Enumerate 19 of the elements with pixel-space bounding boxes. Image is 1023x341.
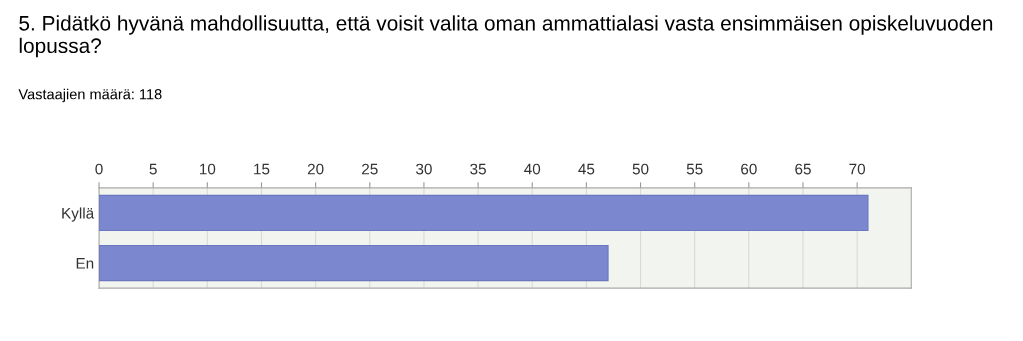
x-tick-label: 40	[524, 163, 541, 175]
x-tick-label: 30	[416, 163, 432, 175]
x-tick-label: 55	[686, 163, 703, 175]
x-tick-label: 5	[149, 163, 157, 175]
x-tick-label: 45	[578, 163, 595, 175]
x-tick-label: 65	[795, 163, 811, 175]
x-tick-label: 60	[741, 163, 757, 175]
x-tick-label: 70	[849, 163, 866, 175]
x-tick-label: 0	[95, 163, 103, 175]
y-tick-label: Kyllä	[62, 207, 95, 222]
x-tick-label: 10	[200, 163, 216, 175]
x-tick-label: 20	[307, 163, 324, 175]
chart-title: 5. Pidätkö hyvänä mahdollisuutta, että voisit valita oman ammattialasi vasta ensimmäisen opiskeluvuoden lopussa?	[19, 15, 993, 58]
chart-subtitle: Vastaajien määrä: 118	[18, 88, 162, 103]
x-tick-label: 15	[254, 163, 270, 175]
x-tick-label: 50	[632, 163, 649, 175]
x-tick-label: 35	[470, 163, 486, 175]
y-tick-label: En	[76, 258, 94, 269]
x-tick-label: 25	[362, 163, 378, 175]
